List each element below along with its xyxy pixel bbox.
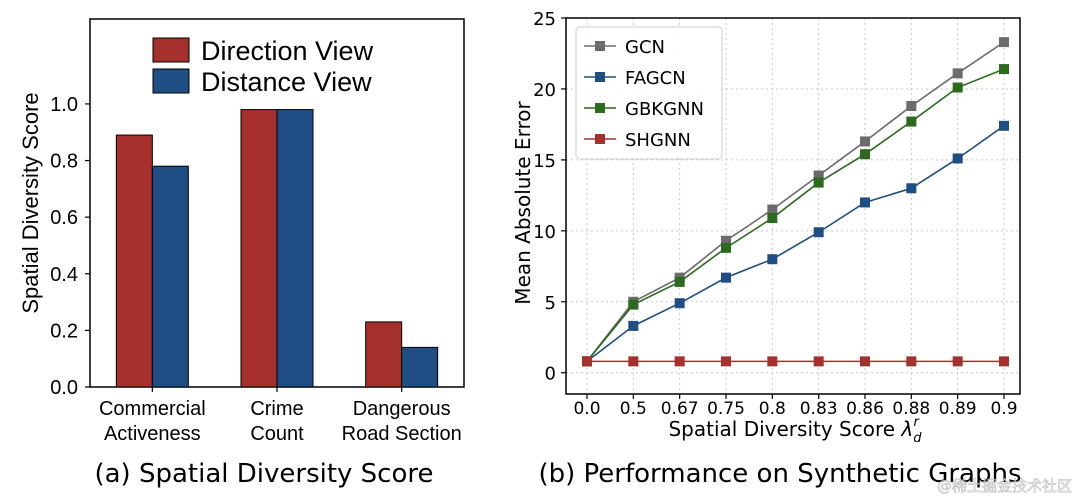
- data-point-shgnn: [860, 356, 870, 367]
- x-tick-label: 0.83: [800, 399, 838, 419]
- data-point-fagcn: [952, 153, 963, 164]
- x-tick-label: 0.89: [939, 399, 977, 419]
- x-tick-label: Crime: [250, 398, 303, 420]
- data-point-fagcn: [813, 227, 824, 238]
- data-point-gbkgnn: [999, 64, 1009, 75]
- watermark: @稀土掘金技术社区: [937, 477, 1072, 495]
- y-tick-label: 0.2: [50, 320, 78, 342]
- data-point-fagcn: [721, 272, 731, 283]
- data-point-shgnn: [582, 356, 592, 367]
- line-chart-ylabel: Mean Absolute Error: [511, 101, 535, 305]
- y-tick-label: 15: [533, 151, 556, 172]
- data-point-shgnn: [767, 356, 778, 367]
- data-point-gcn: [721, 235, 731, 246]
- x-tick-label: 0.67: [661, 399, 699, 419]
- x-tick-label: Activeness: [104, 423, 201, 445]
- x-tick-label: 0.8: [759, 399, 786, 419]
- bar-distance-view: [401, 346, 439, 388]
- bar-chart: 0.0 0.2 0.4 0.6 0.8 1.0 Commercial Activeness C…: [18, 18, 465, 489]
- data-point-shgnn: [674, 356, 685, 367]
- legend-swatch-direction: [152, 37, 190, 63]
- y-tick-label: 20: [533, 80, 556, 101]
- line-chart-frame: [565, 17, 1021, 395]
- data-point-gbkgnn: [767, 213, 778, 224]
- legend-swatch-distance: [152, 68, 190, 94]
- data-point-shgnn: [999, 356, 1009, 367]
- legend-label-direction: Direction View: [201, 36, 374, 66]
- legend-marker-gcn: [595, 41, 605, 51]
- series-line-fagcn: [586, 125, 1005, 363]
- caption-b: (b) Performance on Synthetic Graphs: [538, 459, 1021, 489]
- data-point-fagcn: [767, 254, 778, 265]
- data-point-gbkgnn: [813, 177, 824, 188]
- y-tick-label: 0.4: [50, 264, 78, 286]
- bar-distance-view: [151, 165, 189, 388]
- data-point-shgnn: [628, 356, 639, 367]
- x-tick-label: 0.0: [573, 399, 600, 419]
- series-line-gcn: [586, 41, 1005, 362]
- data-point-gbkgnn: [674, 276, 685, 287]
- legend-label-shgnn: SHGNN: [625, 130, 691, 151]
- x-tick-label: 0.9: [990, 399, 1017, 419]
- data-point-gcn: [860, 136, 870, 147]
- line-chart-xlabel: Spatial Diversity Score λdr: [668, 415, 922, 446]
- bar-distance-view: [276, 109, 314, 388]
- bar-chart-ylabel: Spatial Diversity Score: [18, 92, 43, 313]
- data-point-gcn: [813, 170, 824, 181]
- data-point-fagcn: [999, 120, 1009, 131]
- data-point-fagcn: [906, 183, 917, 194]
- data-point-gbkgnn: [721, 242, 731, 253]
- data-point-gbkgnn: [952, 82, 963, 93]
- legend-label-gcn: GCN: [625, 37, 665, 58]
- data-point-gbkgnn: [906, 116, 917, 127]
- y-tick-label: 10: [533, 222, 556, 243]
- line-chart: 0 5 10 15 20 25 0.0 0.5 0.67 0.75 0.8 0.83 0.86 0.88…: [511, 9, 1022, 489]
- x-tick-label: Commercial: [99, 398, 206, 420]
- data-point-gcn: [999, 37, 1009, 48]
- data-point-shgnn: [721, 356, 731, 367]
- legend-marker-gbkgnn: [595, 103, 605, 113]
- x-tick-label: Road Section: [342, 423, 462, 445]
- data-point-shgnn: [813, 356, 824, 367]
- y-tick-label: 5: [545, 293, 556, 314]
- y-tick-label: 0.8: [50, 151, 78, 173]
- data-point-fagcn: [860, 197, 870, 208]
- data-point-shgnn: [952, 356, 963, 367]
- y-tick-label: 1.0: [50, 94, 78, 116]
- y-tick-label: 0: [545, 364, 556, 385]
- bar-direction-view: [365, 321, 403, 388]
- data-point-gbkgnn: [628, 299, 639, 310]
- legend-label-gbkgnn: GBKGNN: [625, 99, 704, 120]
- bar-direction-view: [115, 134, 153, 388]
- y-tick-label: 0.0: [50, 377, 78, 399]
- data-point-gcn: [952, 68, 963, 79]
- line-chart-legend: GCN FAGCN GBKGNN SHGNN: [575, 26, 723, 160]
- legend-marker-fagcn: [595, 72, 605, 82]
- legend-marker-shgnn: [595, 134, 605, 144]
- legend-label-distance: Distance View: [201, 67, 372, 97]
- data-point-gcn: [767, 204, 778, 215]
- x-tick-label: 0.5: [620, 399, 647, 419]
- legend-label-fagcn: FAGCN: [625, 68, 686, 89]
- bar-chart-legend: Direction View Distance View: [152, 36, 374, 97]
- bar-direction-view: [240, 109, 278, 388]
- y-tick-label: 25: [533, 9, 556, 30]
- y-tick-label: 0.6: [50, 207, 78, 229]
- x-tick-label: 0.75: [707, 399, 745, 419]
- data-point-gcn: [906, 100, 917, 111]
- series-line-gbkgnn: [586, 68, 1005, 362]
- x-tick-label: 0.86: [846, 399, 884, 419]
- x-tick-label: Count: [250, 423, 304, 445]
- x-tick-label: Dangerous: [353, 398, 451, 420]
- data-point-gbkgnn: [860, 149, 870, 160]
- data-point-shgnn: [906, 356, 917, 367]
- data-point-fagcn: [674, 298, 685, 309]
- legend-box: [575, 26, 723, 160]
- x-tick-label: 0.88: [892, 399, 930, 419]
- data-point-fagcn: [628, 320, 639, 331]
- caption-a: (a) Spatial Diversity Score: [94, 459, 433, 489]
